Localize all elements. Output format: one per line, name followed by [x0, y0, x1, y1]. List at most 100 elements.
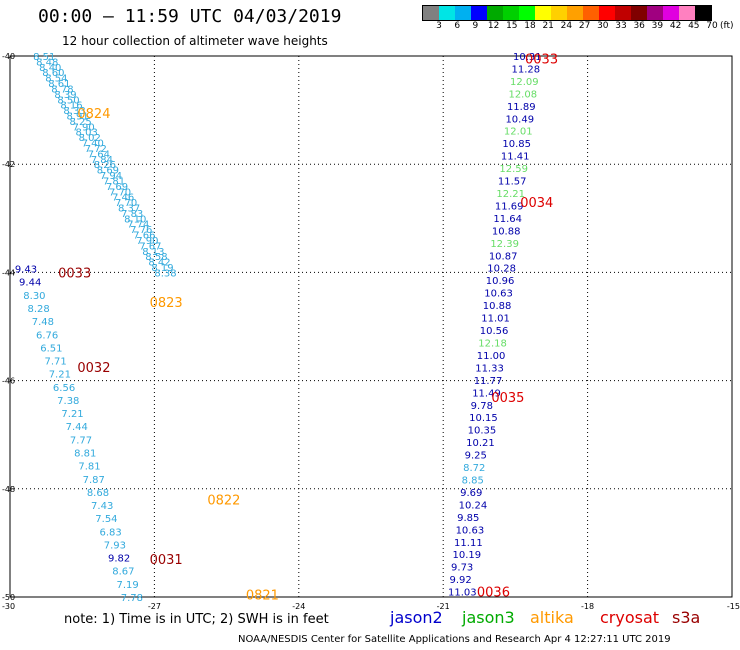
- colorbar-swatch: [535, 6, 551, 20]
- colorbar-tick-label: 36: [633, 21, 645, 31]
- wave-height-value: 11.49: [472, 388, 501, 399]
- wave-height-value: 11.11: [454, 538, 483, 549]
- colorbar-tick-label: 6: [454, 21, 461, 31]
- colorbar-tick-label: 24: [560, 21, 573, 31]
- satellite-legend-cryosat: cryosat: [600, 608, 660, 627]
- map-subtitle: 12 hour collection of altimeter wave hei…: [62, 34, 328, 48]
- wave-height-value: 9.92: [450, 575, 472, 586]
- wave-height-value: 12.21: [496, 189, 525, 200]
- wave-height-value: 7.78: [121, 593, 143, 604]
- colorbar-swatch: [663, 6, 679, 20]
- wave-height-value: 12.08: [508, 89, 537, 100]
- wave-height-value: 12.59: [499, 164, 528, 175]
- wave-height-value: 7.90: [73, 122, 95, 133]
- wave-height-value: 10.15: [469, 413, 498, 424]
- colorbar-tick-label: 21: [542, 21, 554, 31]
- footnote: note: 1) Time is in UTC; 2) SWH is in fe…: [64, 612, 329, 627]
- wave-height-value: 8.69: [97, 166, 119, 177]
- wave-height-value: 10.21: [466, 438, 495, 449]
- wave-height-value: 9.69: [460, 488, 482, 499]
- pass-time-label: 0031: [150, 553, 183, 568]
- wave-height-value: 7.70: [109, 187, 131, 198]
- longitude-label: -30: [2, 602, 15, 611]
- wave-height-value: 10.85: [502, 139, 531, 150]
- wave-height-value: 7.67: [139, 241, 161, 252]
- pass-time-label: 0033: [58, 266, 91, 281]
- wave-height-value: 7.66: [133, 231, 155, 242]
- wave-height-value: 8.91: [66, 112, 88, 123]
- wave-height-value: 7.81: [78, 462, 100, 473]
- colorbar-tick-label: 3: [436, 21, 442, 31]
- latitude-label: -50: [2, 593, 15, 602]
- map-title: 00:00 – 11:59 UTC 04/03/2019: [38, 6, 342, 27]
- wave-height-value: 8.78: [51, 84, 73, 95]
- longitude-label: -18: [581, 602, 594, 611]
- wave-height-value: 6.51: [40, 343, 62, 354]
- wave-height-value: 9.44: [19, 278, 41, 289]
- wave-height-value: 11.57: [498, 177, 527, 188]
- colorbar-tick-label: 70: [706, 21, 718, 31]
- colorbar-tick-label: 15: [506, 21, 518, 31]
- wave-height-value: 6.76: [36, 330, 58, 341]
- colorbar-swatch: [487, 6, 503, 20]
- wave-height-value: 12.01: [504, 127, 533, 138]
- wave-height-value: 7.90: [136, 236, 158, 247]
- pass-time-label: 0034: [520, 196, 553, 211]
- colorbar-swatch: [647, 6, 663, 20]
- wave-height-value: 8.19: [151, 263, 173, 274]
- wave-height-value: 10.24: [459, 500, 488, 511]
- wave-height-value: 7.64: [88, 149, 110, 160]
- wave-height-value: 8.54: [45, 74, 67, 85]
- wave-height-value: 10.88: [483, 301, 512, 312]
- wave-height-value: 8.28: [28, 304, 50, 315]
- wave-height-value: 11.64: [493, 214, 522, 225]
- wave-height-value: 8.60: [42, 68, 64, 79]
- wave-height-value: 7.48: [32, 317, 54, 328]
- latitude-label: -46: [2, 377, 15, 386]
- pass-time-label: 0822: [207, 494, 240, 509]
- wave-height-value: 11.41: [501, 152, 530, 163]
- wave-height-value: 8.51: [33, 52, 55, 63]
- latitude-label: -44: [2, 268, 15, 277]
- latitude-label: -48: [2, 485, 15, 494]
- wave-height-value: 10.63: [456, 525, 485, 536]
- wave-height-value: 11.03: [448, 588, 477, 599]
- wave-height-value: 11.77: [474, 376, 503, 387]
- colorbar-tick-label: 27: [578, 21, 591, 31]
- wave-height-value: 7.94: [100, 171, 122, 182]
- colorbar-tick-label: 18: [524, 21, 536, 31]
- colorbar-swatch: [695, 6, 711, 20]
- wave-height-value: 10.28: [487, 264, 516, 275]
- wave-height-value: 7.74: [127, 220, 149, 231]
- colorbar-tick-label: 33: [615, 21, 627, 31]
- satellite-legend-jason2: jason2: [390, 608, 443, 627]
- wave-height-value: 10.56: [480, 326, 509, 337]
- wave-height-value: 7.21: [49, 370, 71, 381]
- wave-height-value: 8.81: [74, 449, 96, 460]
- colorbar-swatch: [583, 6, 599, 20]
- pass-time-label: 0823: [150, 296, 183, 311]
- longitude-label: -27: [148, 602, 161, 611]
- pass-time-label: 0824: [77, 107, 110, 122]
- wave-height-value: 8.30: [23, 291, 45, 302]
- wave-height-value: 9.82: [108, 554, 130, 565]
- wave-height-value: 7.72: [85, 144, 107, 155]
- wave-height-value: 9.73: [451, 563, 473, 574]
- wave-height-value: 8.25: [69, 117, 91, 128]
- wave-height-value: 7.84: [91, 155, 113, 166]
- wave-height-value: 7.44: [66, 422, 88, 433]
- wave-height-value: 7.76: [130, 225, 152, 236]
- wave-height-value: 8.38: [154, 268, 176, 279]
- wave-height-value: 8.61: [48, 79, 70, 90]
- wave-height-value: 7.38: [57, 396, 79, 407]
- wave-height-value: 7.46: [112, 193, 134, 204]
- wave-height-value: 8.33: [63, 106, 85, 117]
- colorbar-swatch: [455, 6, 471, 20]
- wave-height-value: 7.40: [82, 139, 104, 150]
- pass-time-label: 0036: [477, 586, 510, 601]
- wave-height-value: 8.50: [57, 95, 79, 106]
- satellite-legend-s3a: s3a: [672, 608, 701, 627]
- wave-height-value: 8.39: [54, 90, 76, 101]
- wave-height-value: 7.81: [103, 176, 125, 187]
- wave-height-value: 8.13: [142, 247, 164, 258]
